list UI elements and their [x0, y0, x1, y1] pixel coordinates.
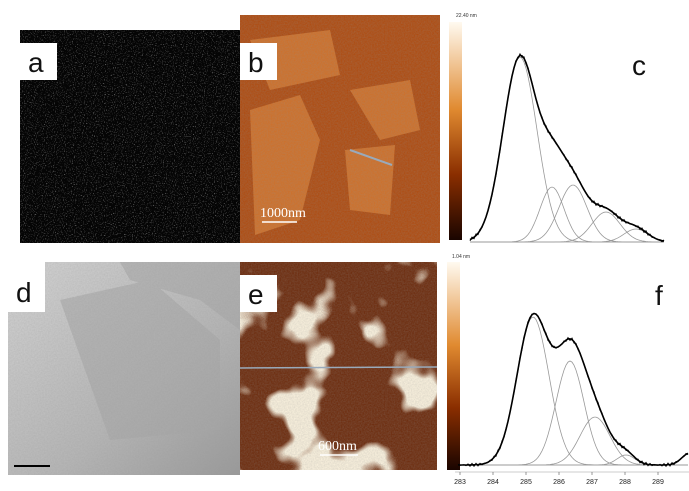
scale-bar-label: 600nm: [318, 439, 357, 454]
raw-spectrum: [469, 52, 665, 243]
x-tick-label: 288: [619, 479, 631, 486]
profile-line: [349, 149, 393, 166]
fit-envelope: [458, 312, 689, 466]
fit-component: [458, 360, 688, 466]
label-box: [240, 43, 277, 80]
fit-envelope: [469, 54, 665, 242]
fit-component: [470, 186, 664, 243]
panel-label: e: [248, 279, 264, 310]
panel-label: a: [28, 47, 44, 78]
x-tick-label: 285: [520, 479, 532, 486]
label-box: [240, 275, 277, 312]
x-tick-label: 284: [487, 479, 499, 486]
fit-component: [470, 228, 665, 243]
color-bar: [449, 22, 462, 240]
profile-line: [239, 366, 438, 369]
panel-label: c: [632, 50, 646, 81]
color-bar-label: 1.04 nm: [452, 254, 470, 260]
x-tick-label: 283: [454, 479, 466, 486]
x-tick-label: 287: [586, 479, 598, 486]
fit-component: [470, 184, 664, 243]
scale-bar-label: 1000nm: [260, 206, 306, 221]
panel-label: b: [248, 47, 264, 78]
fit-component: [469, 56, 664, 243]
image-d-noise: [8, 262, 240, 475]
x-tick-label: 286: [553, 479, 565, 486]
x-ticks: 283 284 285 286 287 288 289: [454, 472, 664, 486]
color-bar: [447, 262, 460, 470]
label-box: [8, 262, 45, 312]
panel-label: f: [655, 280, 663, 311]
label-box: [20, 43, 57, 80]
panel-label: d: [16, 277, 32, 308]
color-bar-label: 22.40 nm: [456, 13, 477, 19]
xps-plot: [469, 52, 665, 243]
xps-plot: [457, 312, 689, 468]
x-tick-label: 289: [652, 479, 664, 486]
raw-spectrum: [457, 313, 689, 468]
